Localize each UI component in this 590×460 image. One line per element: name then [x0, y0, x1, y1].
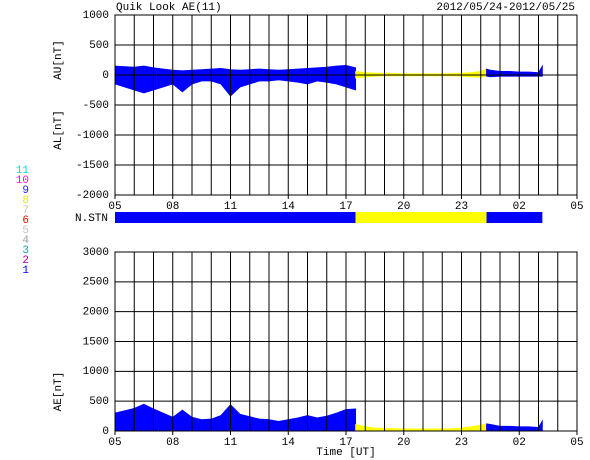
x-tick-label: 23	[455, 437, 468, 449]
y-axis-label: AE[nT]	[53, 372, 65, 412]
y-tick-label: -2000	[76, 190, 109, 202]
y-tick-label: 0	[102, 70, 109, 82]
date-range: 2012/05/24-2012/05/25	[436, 2, 575, 14]
station-legend-label: 4	[22, 235, 29, 247]
station-legend-label: 5	[22, 225, 29, 237]
station-legend-label: 10	[16, 175, 29, 187]
y-axis-label: AU[nT]	[53, 40, 65, 80]
station-legend-label: 9	[22, 185, 29, 197]
x-tick-label: 02	[513, 437, 526, 449]
y-tick-label: -1500	[76, 160, 109, 172]
y-tick-label: -500	[83, 100, 109, 112]
x-tick-label: 20	[397, 201, 410, 213]
station-legend-label: 1	[22, 265, 29, 277]
y-tick-label: 1000	[83, 366, 109, 378]
y-tick-label: -1000	[76, 130, 109, 142]
x-tick-label: 02	[513, 201, 526, 213]
plot-frame	[114, 251, 578, 432]
y-axis-label: AL[nT]	[53, 110, 65, 150]
y-tick-label: 500	[89, 396, 109, 408]
area	[114, 403, 357, 432]
y-tick-label: 1000	[83, 10, 109, 22]
x-tick-label: 17	[339, 437, 352, 449]
y-tick-label: 500	[89, 40, 109, 52]
plot-frame	[114, 14, 578, 196]
area	[486, 419, 543, 432]
area	[114, 64, 357, 76]
x-tick-label: 11	[224, 201, 238, 213]
x-tick-label: 08	[166, 437, 179, 449]
station-segment	[115, 212, 356, 223]
x-tick-label: 23	[455, 201, 468, 213]
x-tick-label: 14	[282, 437, 296, 449]
area	[355, 68, 487, 76]
station-label: N.STN	[75, 213, 108, 225]
area	[355, 74, 487, 79]
x-tick-label: 05	[108, 201, 121, 213]
station-legend-label: 7	[22, 205, 29, 217]
x-tick-label: 05	[108, 437, 121, 449]
station-legend-label: 8	[22, 195, 29, 207]
y-tick-label: 2000	[83, 307, 109, 319]
y-tick-label: 2500	[83, 277, 109, 289]
chart-title: Quik Look AE(11)	[116, 2, 222, 14]
area	[114, 74, 357, 97]
station-segment	[355, 212, 487, 223]
x-tick-label: 05	[570, 201, 583, 213]
y-tick-label: 3000	[83, 247, 109, 259]
station-legend-label: 3	[22, 245, 29, 257]
x-tick-label: 11	[224, 437, 238, 449]
y-tick-label: 1500	[83, 336, 109, 348]
station-legend-label: 6	[22, 215, 29, 227]
x-tick-label: 08	[166, 201, 179, 213]
station-legend-label: 2	[22, 255, 29, 267]
x-tick-label: 20	[397, 437, 410, 449]
area	[486, 64, 543, 76]
y-tick-label: 0	[102, 426, 109, 438]
area	[355, 423, 487, 432]
x-tick-label: 05	[570, 437, 583, 449]
x-tick-label: 14	[282, 201, 296, 213]
station-legend-label: 11	[16, 165, 30, 177]
x-tick-label: 17	[339, 201, 352, 213]
station-segment	[486, 212, 543, 223]
x-axis-label: Time [UT]	[316, 447, 375, 459]
